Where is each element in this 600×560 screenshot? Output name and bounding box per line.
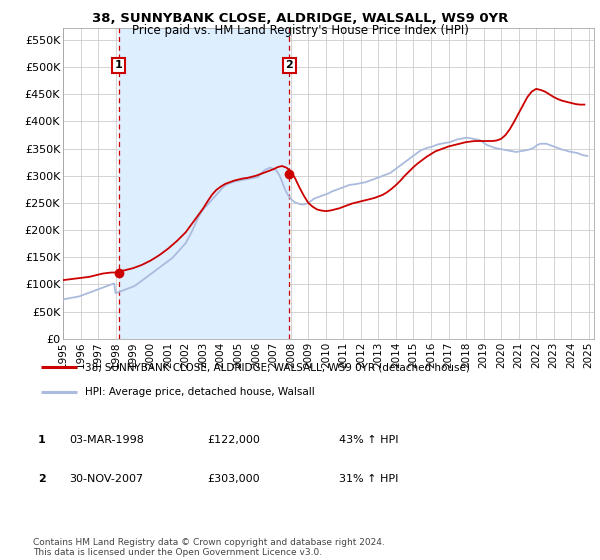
Text: 38, SUNNYBANK CLOSE, ALDRIDGE, WALSALL, WS9 0YR: 38, SUNNYBANK CLOSE, ALDRIDGE, WALSALL, … [92,12,508,25]
Text: 2: 2 [286,60,293,71]
Text: HPI: Average price, detached house, Walsall: HPI: Average price, detached house, Wals… [85,386,315,396]
Text: £303,000: £303,000 [207,474,260,484]
Text: 2: 2 [38,474,46,484]
Text: 1: 1 [38,435,46,445]
Text: 43% ↑ HPI: 43% ↑ HPI [339,435,398,445]
Text: £122,000: £122,000 [207,435,260,445]
Text: 30-NOV-2007: 30-NOV-2007 [69,474,143,484]
Text: 1: 1 [115,60,122,71]
Text: 31% ↑ HPI: 31% ↑ HPI [339,474,398,484]
Text: Contains HM Land Registry data © Crown copyright and database right 2024.
This d: Contains HM Land Registry data © Crown c… [33,538,385,557]
Text: 03-MAR-1998: 03-MAR-1998 [69,435,144,445]
Text: Price paid vs. HM Land Registry's House Price Index (HPI): Price paid vs. HM Land Registry's House … [131,24,469,36]
Bar [119,28,289,339]
Text: 38, SUNNYBANK CLOSE, ALDRIDGE, WALSALL, WS9 0YR (detached house): 38, SUNNYBANK CLOSE, ALDRIDGE, WALSALL, … [85,362,470,372]
